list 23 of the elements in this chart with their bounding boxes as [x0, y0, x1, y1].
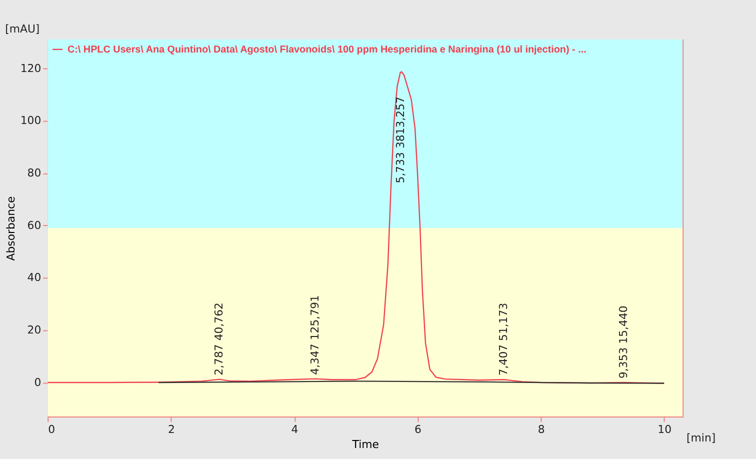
y-tick-label: 120	[20, 62, 42, 75]
y-tick-label: 20	[27, 324, 42, 337]
x-axis-title: Time	[351, 438, 380, 451]
x-tick-label: 4	[291, 422, 298, 436]
annotation: 9,353 15,440	[617, 306, 630, 379]
y-axis-title: Absorbance	[4, 196, 18, 261]
y-tick-label: 60	[27, 218, 42, 232]
annotation: 2,787 40,762	[212, 302, 226, 376]
y-tick-label: 80	[27, 166, 42, 180]
x-tick-label: 8	[538, 422, 545, 436]
annotation: 7,407 51,173	[497, 302, 510, 376]
x-tick-label: 2	[168, 422, 175, 436]
y-tick-label: 0	[34, 376, 42, 389]
x-tick-label: 0	[48, 422, 56, 436]
text: [min]	[686, 431, 716, 444]
x-tick-label: 10	[658, 422, 672, 436]
y-tick-label: 40	[27, 271, 42, 284]
x-tick-label: 6	[414, 422, 422, 436]
annotation: 4,347 125,791	[308, 295, 322, 375]
text: [mAU]	[5, 22, 40, 36]
annotation: 5,733 3813,257	[394, 96, 408, 184]
y-tick-label: 100	[20, 114, 42, 128]
legend-label: C:\ HPLC Users\ Ana Quintino\ Data\ Agosto\ Flavonoids\ 100 ppm Hesperidina e Naringina (10 ul injection) - ...	[67, 44, 587, 56]
